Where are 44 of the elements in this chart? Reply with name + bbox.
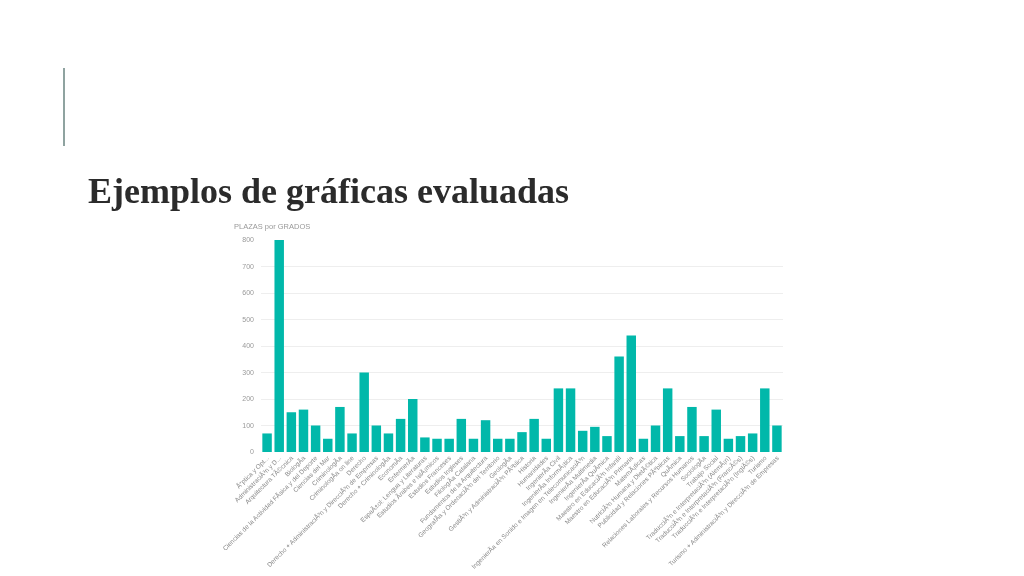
bar bbox=[602, 436, 612, 452]
bar bbox=[529, 418, 539, 452]
bar bbox=[650, 425, 661, 452]
bar bbox=[772, 425, 782, 452]
bar bbox=[359, 372, 369, 452]
bar bbox=[456, 418, 467, 452]
bar bbox=[468, 438, 479, 452]
bar bbox=[335, 406, 345, 452]
bar bbox=[286, 412, 297, 452]
bar bbox=[711, 409, 721, 452]
bar bbox=[298, 409, 309, 452]
bar bbox=[323, 438, 333, 452]
bar bbox=[590, 426, 600, 452]
bar bbox=[638, 438, 649, 452]
bar bbox=[735, 436, 746, 452]
bar bbox=[432, 438, 442, 452]
bar bbox=[662, 388, 673, 452]
bar bbox=[274, 240, 284, 452]
bar bbox=[347, 433, 357, 452]
bar bbox=[383, 433, 394, 452]
bar bbox=[577, 430, 588, 452]
bar bbox=[747, 433, 758, 452]
bar bbox=[492, 438, 503, 452]
bar bbox=[553, 388, 564, 452]
bar bbox=[760, 388, 770, 452]
bar bbox=[262, 433, 272, 452]
bar bbox=[699, 436, 709, 452]
bar bbox=[723, 438, 734, 452]
bar bbox=[517, 432, 527, 452]
bar bbox=[395, 418, 406, 452]
bar bbox=[505, 438, 515, 452]
bar bbox=[541, 438, 552, 452]
chart-title: Ejemplos de gráficas evaluadas bbox=[88, 170, 569, 212]
bar bbox=[408, 399, 418, 452]
bar bbox=[420, 437, 430, 452]
bar bbox=[444, 438, 454, 452]
bar bbox=[675, 436, 685, 452]
bar bbox=[310, 425, 321, 452]
bar bbox=[480, 420, 491, 452]
bar bbox=[371, 425, 382, 452]
bar bbox=[626, 335, 636, 452]
bar bbox=[565, 388, 576, 452]
bar bbox=[687, 406, 697, 452]
bar bbox=[614, 356, 624, 452]
